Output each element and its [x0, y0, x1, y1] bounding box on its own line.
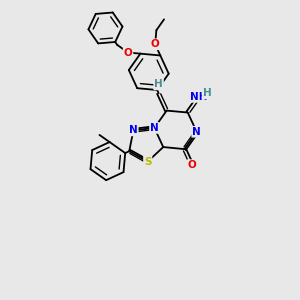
Text: H: H [203, 88, 212, 98]
Text: O: O [188, 160, 196, 170]
Text: H: H [154, 80, 163, 89]
Text: N: N [150, 123, 159, 133]
Text: O: O [151, 39, 160, 49]
Text: O: O [124, 47, 132, 58]
Text: N: N [129, 125, 138, 135]
Text: S: S [144, 157, 152, 166]
Text: N: N [192, 127, 201, 137]
Text: NH: NH [190, 92, 208, 102]
